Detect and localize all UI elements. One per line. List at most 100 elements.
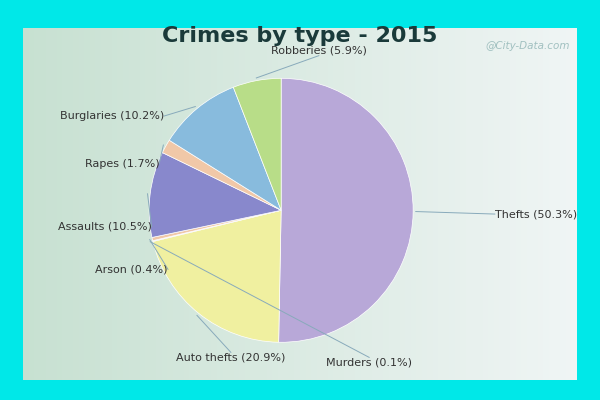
Bar	[455, 28, 460, 380]
Bar	[278, 28, 283, 380]
Bar	[267, 28, 272, 380]
Bar	[466, 28, 472, 380]
Bar	[554, 28, 560, 380]
Bar	[383, 28, 389, 380]
Text: @City-Data.com: @City-Data.com	[486, 40, 570, 50]
Bar	[167, 28, 173, 380]
Bar	[350, 28, 355, 380]
Wedge shape	[152, 210, 281, 242]
Bar	[261, 28, 267, 380]
Bar	[46, 28, 51, 380]
Bar	[151, 28, 156, 380]
Bar	[134, 28, 140, 380]
Bar	[106, 28, 112, 380]
Bar	[355, 28, 361, 380]
Bar	[90, 28, 95, 380]
Text: Robberies (5.9%): Robberies (5.9%)	[271, 46, 367, 56]
Bar	[400, 28, 405, 380]
Bar	[560, 28, 566, 380]
Wedge shape	[233, 78, 281, 210]
Bar	[145, 28, 151, 380]
Bar	[200, 28, 206, 380]
Bar	[228, 28, 233, 380]
Bar	[178, 28, 184, 380]
Bar	[389, 28, 394, 380]
Bar	[305, 28, 311, 380]
Bar	[532, 28, 538, 380]
Bar	[477, 28, 482, 380]
Text: Arson (0.4%): Arson (0.4%)	[95, 264, 168, 274]
Bar	[206, 28, 211, 380]
Bar	[184, 28, 190, 380]
Text: Thefts (50.3%): Thefts (50.3%)	[495, 209, 577, 219]
Bar	[245, 28, 250, 380]
Bar	[438, 28, 444, 380]
Bar	[377, 28, 383, 380]
Text: Murders (0.1%): Murders (0.1%)	[326, 357, 412, 367]
Bar	[405, 28, 410, 380]
Bar	[317, 28, 322, 380]
Bar	[29, 28, 34, 380]
Bar	[272, 28, 278, 380]
Bar	[367, 28, 372, 380]
Bar	[311, 28, 317, 380]
Bar	[101, 28, 106, 380]
Bar	[128, 28, 134, 380]
Bar	[427, 28, 433, 380]
Wedge shape	[153, 210, 281, 342]
Bar	[23, 28, 29, 380]
Bar	[482, 28, 488, 380]
Bar	[217, 28, 223, 380]
Bar	[488, 28, 494, 380]
Bar	[566, 28, 571, 380]
Bar	[68, 28, 73, 380]
Wedge shape	[149, 152, 281, 238]
Bar	[328, 28, 333, 380]
Bar	[571, 28, 577, 380]
Bar	[300, 28, 305, 380]
Bar	[79, 28, 84, 380]
Bar	[444, 28, 449, 380]
Bar	[51, 28, 56, 380]
Bar	[422, 28, 427, 380]
Bar	[95, 28, 101, 380]
Bar	[233, 28, 239, 380]
Bar	[361, 28, 367, 380]
Bar	[56, 28, 62, 380]
Bar	[538, 28, 544, 380]
Bar	[544, 28, 549, 380]
Text: Assaults (10.5%): Assaults (10.5%)	[58, 222, 152, 232]
Text: Crimes by type - 2015: Crimes by type - 2015	[163, 26, 437, 46]
Bar	[73, 28, 79, 380]
Bar	[195, 28, 200, 380]
Bar	[118, 28, 123, 380]
Bar	[140, 28, 145, 380]
Bar	[521, 28, 527, 380]
Bar	[34, 28, 40, 380]
Bar	[322, 28, 328, 380]
Bar	[472, 28, 477, 380]
Bar	[283, 28, 289, 380]
Bar	[510, 28, 516, 380]
Bar	[372, 28, 377, 380]
Text: Auto thefts (20.9%): Auto thefts (20.9%)	[176, 352, 286, 362]
Bar	[394, 28, 400, 380]
Wedge shape	[169, 87, 281, 210]
Text: Burglaries (10.2%): Burglaries (10.2%)	[60, 111, 164, 121]
Bar	[516, 28, 521, 380]
Bar	[162, 28, 167, 380]
Bar	[339, 28, 344, 380]
Bar	[344, 28, 350, 380]
Wedge shape	[278, 78, 413, 342]
Bar	[239, 28, 245, 380]
Bar	[416, 28, 422, 380]
Bar	[223, 28, 228, 380]
Bar	[494, 28, 499, 380]
Bar	[449, 28, 455, 380]
Bar	[289, 28, 295, 380]
Bar	[295, 28, 300, 380]
Bar	[123, 28, 128, 380]
Bar	[112, 28, 118, 380]
Bar	[527, 28, 532, 380]
Bar	[433, 28, 438, 380]
